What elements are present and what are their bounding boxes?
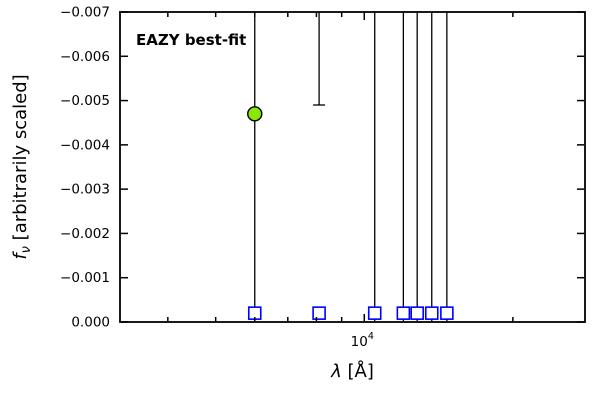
model-flux-square [367, 306, 382, 320]
observed-flux-point [247, 106, 263, 122]
y-tick-label: −0.007 [60, 5, 110, 21]
y-tick-label: −0.003 [60, 182, 110, 198]
y-tick-label: 0.000 [71, 315, 110, 331]
y-tick-label: −0.002 [60, 226, 110, 242]
model-flux-square [410, 306, 424, 320]
y-axis-label: fν [arbitrarily scaled] [10, 74, 34, 259]
model-flux-square [440, 306, 454, 320]
model-flux-square [312, 306, 326, 320]
y-tick-label: −0.001 [60, 270, 110, 286]
model-flux-square [396, 306, 411, 320]
plot-frame [119, 11, 586, 323]
x-axis-label: λ [Å] [330, 360, 374, 382]
y-tick-label: −0.004 [60, 137, 110, 153]
y-tick-label: −0.006 [60, 49, 110, 65]
x-tick-label: 104 [351, 331, 374, 350]
annotation-label: EAZY best-fit [136, 31, 246, 49]
model-flux-square [424, 306, 439, 320]
y-tick-label: −0.005 [60, 93, 110, 109]
